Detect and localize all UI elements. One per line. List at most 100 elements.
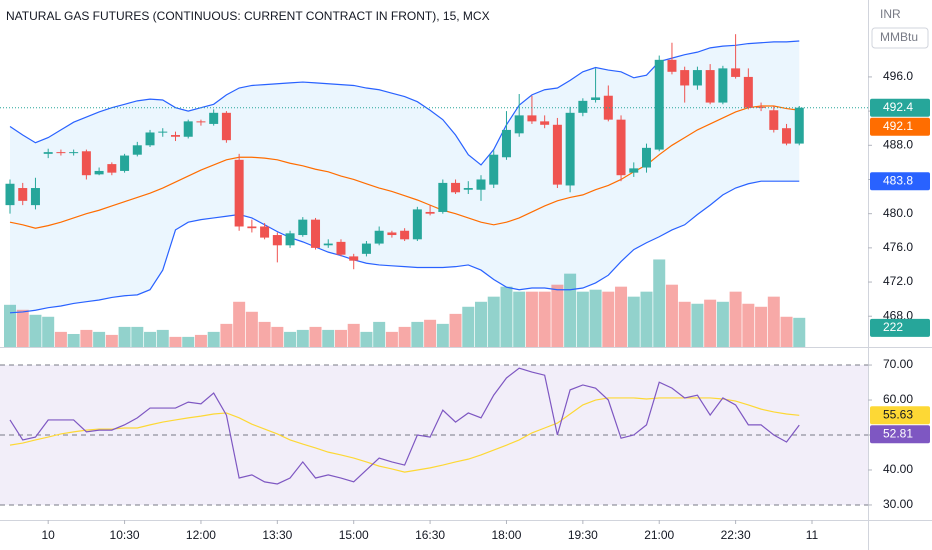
volume-bar <box>665 284 678 347</box>
back-layer <box>0 41 868 506</box>
marks-layer <box>0 34 868 485</box>
rsi-ma-line <box>9 397 800 473</box>
candle-body <box>603 95 613 120</box>
candle-body <box>107 164 117 173</box>
volume-bar <box>475 301 488 347</box>
candle-body <box>400 230 410 240</box>
candle-body <box>591 97 601 100</box>
x-tick-label: 18:00 <box>491 528 521 542</box>
volume-bar <box>233 301 246 347</box>
volume-bar <box>220 323 233 347</box>
volume-bar <box>640 291 653 347</box>
price-label-box <box>870 117 930 136</box>
candle-body <box>387 232 397 236</box>
y-tick-label: 480.0 <box>883 206 913 220</box>
candle-body <box>782 128 792 144</box>
volume-bar <box>716 301 729 347</box>
volume-bar <box>144 331 157 347</box>
candle-body <box>94 170 104 175</box>
candle-body <box>170 135 180 137</box>
volume-bar <box>322 329 335 347</box>
price-label-box <box>870 172 930 191</box>
volume-bar <box>436 323 449 347</box>
volume-bar <box>347 323 360 347</box>
volume-bar <box>169 336 182 347</box>
candle-body <box>81 151 91 176</box>
volume-bar <box>156 329 169 347</box>
volume-bar <box>767 296 780 347</box>
price-label-box <box>870 318 930 337</box>
volume-bar <box>513 291 526 347</box>
price-label: 492.1 <box>883 119 913 133</box>
volume-bar <box>793 317 806 347</box>
candle-body <box>285 233 295 246</box>
candle-body <box>514 115 524 134</box>
volume-bar <box>627 296 640 347</box>
candle-body <box>501 129 511 158</box>
volume-bar <box>131 326 144 347</box>
volume-bar <box>194 334 207 347</box>
volume-bar <box>80 329 93 347</box>
candle-body <box>616 119 626 176</box>
band-fill <box>10 41 800 313</box>
volume-bar <box>704 299 717 347</box>
y-tick-label: 476.0 <box>883 240 913 254</box>
volume-bar <box>385 331 398 347</box>
volume-bar <box>564 273 577 347</box>
volume-bar <box>589 289 602 347</box>
candle-body <box>527 115 537 122</box>
candle-body <box>629 168 639 173</box>
volume-bar <box>411 321 424 347</box>
volume-bar <box>373 321 386 347</box>
candle-body <box>438 182 448 212</box>
y-tick-label: 70.00 <box>883 357 913 371</box>
candle-body <box>731 68 741 77</box>
candle-body <box>234 159 244 227</box>
candle-body <box>425 211 435 214</box>
volume-bar <box>678 301 691 347</box>
volume-bar <box>449 313 462 347</box>
volume-bar <box>245 311 258 347</box>
bb-lower-line <box>9 180 800 314</box>
bb-basis-line <box>9 105 800 229</box>
volume-bar <box>4 304 16 347</box>
candle-body <box>552 124 562 185</box>
volume-bar <box>309 326 322 347</box>
candle-body <box>18 188 28 201</box>
candle-body <box>145 132 155 146</box>
candle-body <box>756 106 766 108</box>
candle-body <box>196 121 206 123</box>
candle-body <box>323 243 333 246</box>
candle-body <box>336 241 346 255</box>
y-tick-label: 30.00 <box>883 497 913 511</box>
x-tick-label: 19:30 <box>568 528 598 542</box>
x-tick-label: 10 <box>42 528 56 542</box>
x-tick-label: 15:00 <box>339 528 369 542</box>
currency: INR <box>880 7 901 21</box>
candle-body <box>692 70 702 86</box>
price-label-box <box>870 98 930 117</box>
candle-body <box>412 209 422 240</box>
volume-bar <box>602 291 615 347</box>
volume-bar <box>538 291 551 347</box>
volume-bar <box>729 291 742 347</box>
candle-body <box>30 188 40 206</box>
volume-bar <box>551 284 564 347</box>
volume-bar <box>29 314 42 347</box>
volume-bar <box>525 291 538 347</box>
candle-body <box>209 112 219 124</box>
price-label: 492.4 <box>883 100 913 114</box>
price-label-box <box>870 406 930 425</box>
volume-bar <box>67 333 80 347</box>
volume-bar <box>615 286 628 347</box>
candle-body <box>489 154 499 185</box>
candle-body <box>642 147 651 168</box>
y-tick-label: 40.00 <box>883 462 913 476</box>
volume-bar <box>271 326 284 347</box>
candle-body <box>272 235 282 246</box>
price-label: 55.63 <box>883 407 913 421</box>
candle-body <box>374 230 384 244</box>
x-tick-label: 16:30 <box>415 528 445 542</box>
